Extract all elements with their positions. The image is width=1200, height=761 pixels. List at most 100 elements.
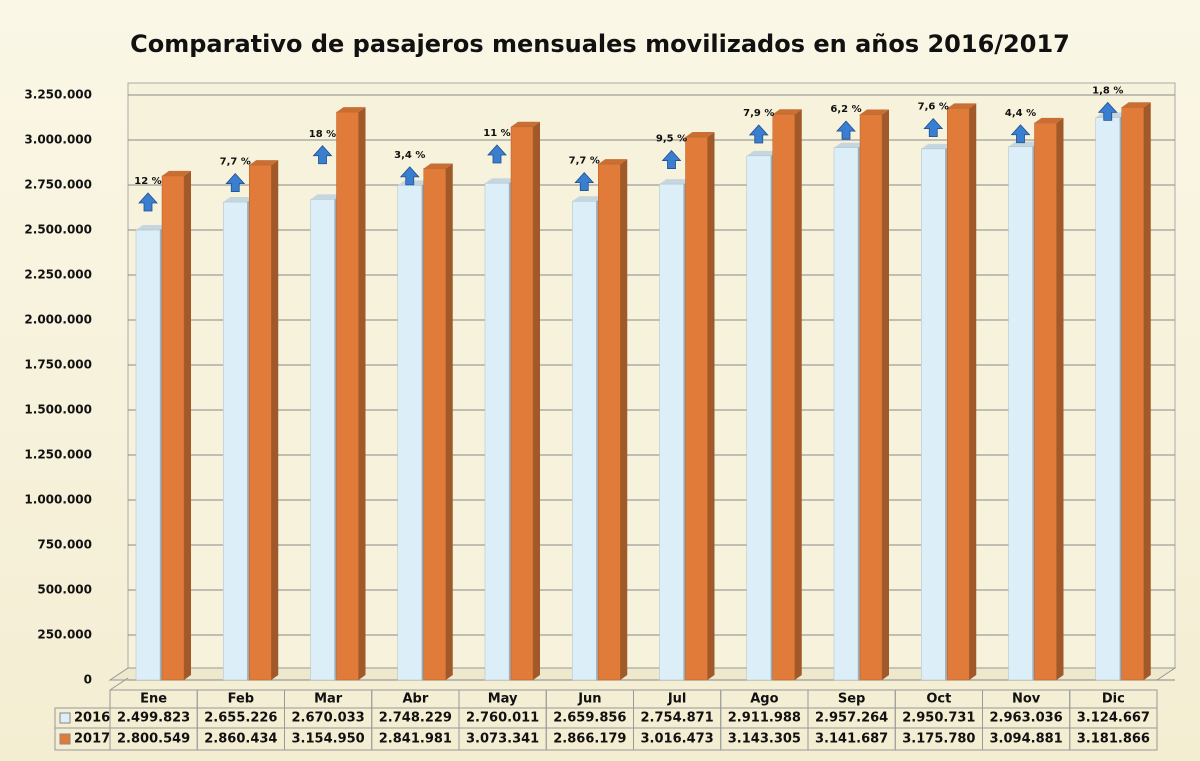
bar-top: [746, 150, 778, 156]
table-value: 2.950.731: [902, 711, 975, 726]
y-tick-label: 2.250.000: [24, 268, 92, 282]
table-value: 2.866.179: [553, 732, 626, 747]
bar: [161, 175, 185, 681]
annotation: 7,7 %: [569, 156, 600, 167]
bar-side: [445, 163, 453, 680]
increase-arrow: [225, 172, 246, 192]
y-tick-label: 750.000: [37, 538, 92, 552]
y-tick-label: 1.750.000: [24, 358, 92, 372]
increase-arrow: [399, 166, 420, 186]
annotation: 3,4 %: [394, 150, 425, 161]
bar-top: [485, 178, 516, 184]
x-tick-label: Jul: [667, 692, 687, 707]
table-value: 2.963.036: [990, 711, 1063, 726]
bar-side: [969, 103, 977, 680]
bar: [249, 164, 272, 681]
table-legend-cell: [54, 707, 111, 751]
bar: [223, 201, 248, 681]
bar: [833, 147, 859, 681]
annotation: 18 %: [309, 129, 336, 140]
bar-side: [184, 170, 191, 680]
bar-top: [223, 197, 255, 203]
increase-arrow: [1010, 124, 1031, 144]
increase-arrow: [138, 192, 158, 212]
bar: [397, 185, 422, 681]
bar: [1095, 117, 1120, 681]
bar: [685, 136, 708, 681]
legend-label: 2017: [74, 732, 110, 747]
x-tick-label: Nov: [1012, 692, 1041, 707]
bar-top: [336, 107, 366, 113]
bar-side: [620, 159, 628, 681]
table-value: 3.181.866: [1077, 732, 1150, 747]
x-tick-label: Ago: [750, 692, 778, 707]
table-value: 2.860.434: [204, 732, 277, 747]
bar: [336, 111, 359, 681]
annotation: 12 %: [134, 176, 161, 187]
table-value: 2.754.871: [641, 711, 714, 726]
bar-top: [1121, 102, 1151, 108]
bar-top: [162, 170, 191, 176]
bar: [1008, 146, 1033, 681]
bar-top: [598, 159, 628, 165]
legend-label: 2016: [74, 711, 110, 726]
y-tick-label: 1.250.000: [24, 448, 92, 462]
bar: [598, 163, 621, 681]
bar-top: [947, 103, 977, 109]
bar: [772, 113, 795, 681]
table-value: 3.154.950: [292, 732, 365, 747]
bar: [423, 168, 446, 681]
bar-side: [271, 160, 279, 680]
table-value: 2.670.033: [292, 711, 365, 726]
bar-side: [1056, 117, 1064, 681]
table-value: 3.141.687: [815, 732, 888, 747]
table-value: 2.841.981: [379, 732, 452, 747]
bar: [572, 200, 597, 681]
annotation: 11 %: [483, 128, 510, 139]
x-tick-label: Jun: [577, 692, 601, 707]
bar-side: [794, 109, 802, 681]
bar-top: [511, 121, 540, 127]
y-tick-label: 1.500.000: [24, 403, 92, 417]
bar-top: [1034, 117, 1064, 123]
bar-top: [310, 194, 342, 200]
y-tick-label: 1.000.000: [24, 493, 92, 507]
bar-top: [921, 143, 953, 149]
annotation: 6,2 %: [830, 104, 861, 115]
increase-arrow: [661, 149, 682, 169]
bar: [484, 182, 510, 681]
table-value: 2.655.226: [204, 711, 277, 726]
x-tick-label: Mar: [314, 692, 343, 707]
table-value: 2.957.264: [815, 711, 888, 726]
increase-arrow: [923, 118, 944, 138]
annotation: 9,5 %: [656, 134, 687, 145]
bar-top: [572, 196, 604, 202]
bar: [746, 155, 771, 681]
bar: [1121, 107, 1144, 681]
table-value: 3.175.780: [902, 732, 975, 747]
y-axis: [109, 677, 129, 691]
table-cell: [1069, 689, 1158, 751]
x-tick-label: Feb: [228, 692, 254, 707]
bar-top: [685, 132, 715, 138]
increase-arrow: [1097, 101, 1118, 121]
bar: [510, 126, 534, 681]
bar: [135, 229, 161, 681]
bar: [1034, 122, 1057, 681]
x-tick-label: May: [488, 692, 518, 707]
table-value: 2.760.011: [466, 711, 539, 726]
increase-arrow: [836, 120, 856, 140]
bar-top: [423, 163, 453, 169]
table-value: 2.911.988: [728, 711, 801, 726]
table-value: 2.659.856: [553, 711, 626, 726]
bar: [947, 108, 970, 681]
annotation: 7,6 %: [918, 102, 949, 113]
table-value: 3.073.341: [466, 732, 539, 747]
increase-arrow: [487, 144, 507, 164]
bar-top: [772, 109, 802, 115]
table-value: 3.143.305: [728, 732, 801, 747]
y-tick-label: 250.000: [37, 628, 92, 642]
increase-arrow: [748, 124, 769, 144]
bar-top: [136, 225, 167, 231]
